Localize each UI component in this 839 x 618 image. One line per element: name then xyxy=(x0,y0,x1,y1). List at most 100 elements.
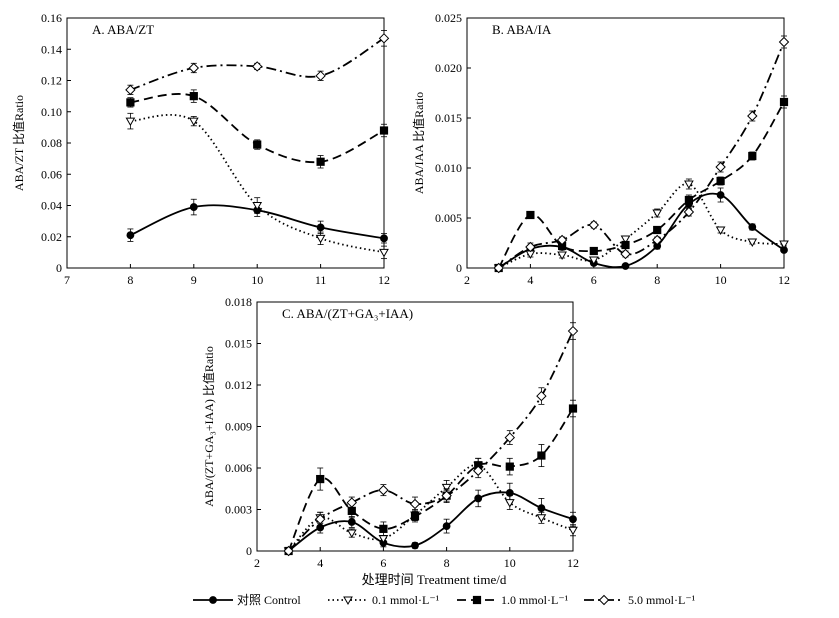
data-point xyxy=(748,151,757,161)
legend-item-1: 0.1 mmol·L⁻¹ xyxy=(328,593,440,607)
data-point xyxy=(315,234,326,244)
series-2 xyxy=(494,95,789,273)
data-point xyxy=(683,206,695,218)
plot-frame xyxy=(466,17,785,269)
data-point xyxy=(684,195,693,205)
data-point xyxy=(409,498,421,510)
series-1 xyxy=(493,178,789,274)
y-tick-label: 0.025 xyxy=(435,11,462,25)
data-point xyxy=(379,126,389,135)
data-point xyxy=(715,161,726,173)
panel-title: A. ABA/ZT xyxy=(92,22,154,37)
data-point xyxy=(621,240,630,250)
x-tick-label: 6 xyxy=(591,273,597,287)
data-point xyxy=(536,514,547,523)
y-tick-label: 0.015 xyxy=(435,111,462,125)
data-point xyxy=(747,238,758,248)
data-point xyxy=(588,219,600,231)
data-point xyxy=(125,117,136,127)
data-point xyxy=(126,231,135,240)
legend-label: 5.0 mmol·L⁻¹ xyxy=(628,593,696,607)
data-point xyxy=(620,248,631,260)
data-point xyxy=(567,325,579,337)
data-point xyxy=(779,240,789,250)
series-line xyxy=(130,113,385,254)
y-tick-label: 0.012 xyxy=(225,378,252,392)
panel-c-aba-total: 2 4 6 8 10 12 0 0.003 0.006 0.009 0.012 0.015 0.018 C… xyxy=(201,295,579,570)
x-tick-label: 8 xyxy=(127,273,133,287)
data-point xyxy=(653,225,662,235)
data-point xyxy=(715,226,726,236)
data-point xyxy=(526,210,535,220)
data-point xyxy=(410,512,420,521)
series-line xyxy=(498,183,785,269)
data-point xyxy=(569,515,577,524)
legend-marker xyxy=(598,594,610,606)
y-tick-label: 0.005 xyxy=(435,211,462,225)
x-tick-label: 8 xyxy=(654,273,660,287)
x-tick-label: 11 xyxy=(315,273,327,287)
legend-item-3: 5.0 mmol·L⁻¹ xyxy=(584,593,696,607)
panel-title: C. ABA/(ZT+GA₃+IAA) xyxy=(282,306,413,321)
y-tick-label: 0.02 xyxy=(41,230,62,244)
data-point xyxy=(314,513,326,525)
panel-b-abaiaa: 2 4 6 8 10 12 0 0.005 0.010 0.015 0.020 0.025 B. ABA… xyxy=(411,11,790,287)
data-point xyxy=(379,248,389,258)
data-point xyxy=(346,529,357,539)
legend-marker xyxy=(209,596,217,604)
y-tick-label: 0.06 xyxy=(41,167,62,181)
data-point xyxy=(315,70,326,82)
x-tick-label: 4 xyxy=(527,273,533,287)
y-axis-label: ABA/IAA 比值Ratio xyxy=(411,92,426,194)
data-point xyxy=(378,484,389,496)
series-line xyxy=(288,491,574,552)
x-tick-label: 12 xyxy=(378,273,390,287)
y-tick-label: 0 xyxy=(246,544,252,558)
data-point xyxy=(556,234,568,246)
data-point xyxy=(316,474,325,484)
series-3 xyxy=(125,30,390,96)
y-tick-label: 0.010 xyxy=(435,161,462,175)
data-point xyxy=(505,462,514,471)
series-line xyxy=(130,93,385,164)
data-point xyxy=(189,203,198,211)
legend-marker xyxy=(472,595,482,605)
data-point xyxy=(504,499,515,508)
y-tick-label: 0.015 xyxy=(225,337,252,351)
y-tick-label: 0.16 xyxy=(41,11,62,25)
data-point xyxy=(525,241,536,253)
y-tick-label: 0 xyxy=(456,261,462,275)
series-line xyxy=(287,407,574,552)
legend-label: 0.1 mmol·L⁻¹ xyxy=(372,593,440,607)
legend-label: 对照 Control xyxy=(237,593,301,607)
data-point xyxy=(441,490,452,501)
data-point xyxy=(568,404,578,413)
data-point xyxy=(716,191,725,199)
series-3 xyxy=(283,322,579,557)
data-point xyxy=(441,483,452,493)
y-tick-label: 0.018 xyxy=(225,295,252,309)
y-tick-label: 0.14 xyxy=(41,42,62,56)
data-point xyxy=(188,62,200,74)
data-point xyxy=(589,246,598,256)
data-point xyxy=(253,140,262,149)
y-axis-label: ABA/(ZT+GA₃+IAA) 比值Ratio xyxy=(201,346,216,507)
data-point xyxy=(504,432,516,443)
panel-title: B. ABA/IA xyxy=(492,22,552,37)
series-line xyxy=(130,37,385,91)
x-tick-label: 12 xyxy=(778,273,790,287)
data-point xyxy=(126,98,135,107)
data-point xyxy=(779,97,789,107)
data-point xyxy=(411,541,419,550)
x-tick-label: 2 xyxy=(254,556,260,570)
data-point xyxy=(620,235,631,245)
data-point xyxy=(778,36,790,48)
data-point xyxy=(747,110,758,122)
series-2 xyxy=(284,399,578,556)
y-axis-label: ABA/ZT 比值Ratio xyxy=(11,95,26,191)
y-tick-label: 0 xyxy=(56,261,62,275)
series-1 xyxy=(125,112,389,260)
data-point xyxy=(536,390,547,402)
legend-item-2: 1.0 mmol·L⁻¹ xyxy=(457,593,569,607)
